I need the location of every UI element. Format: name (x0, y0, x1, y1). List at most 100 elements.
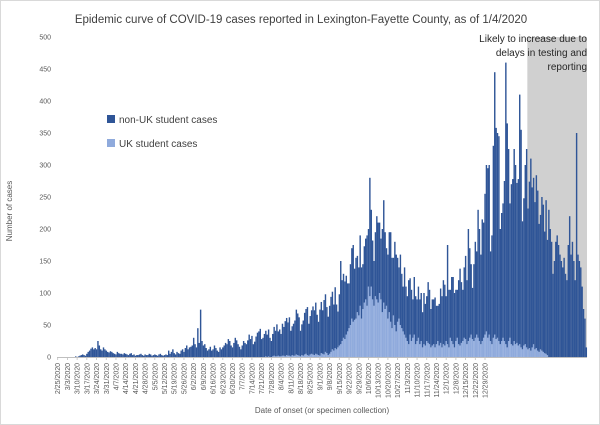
bar-non-uk-student (312, 306, 314, 355)
x-tick-label: 4/14/2020 (123, 363, 130, 394)
bar-non-uk-student (435, 305, 438, 345)
bar-non-uk-student (272, 333, 274, 357)
bar-uk-student (346, 331, 349, 357)
bar-non-uk-student (474, 241, 477, 338)
bar-non-uk-student (288, 317, 291, 356)
bar-non-uk-student (543, 231, 546, 354)
bar-uk-student (389, 321, 392, 357)
bar-non-uk-student (421, 312, 424, 348)
bar-uk-student (274, 356, 277, 357)
bar-non-uk-student (568, 216, 571, 357)
bar-uk-student (381, 312, 384, 357)
bar-uk-student (385, 305, 388, 357)
bar-non-uk-student (77, 356, 80, 357)
bar-non-uk-student (295, 309, 298, 355)
x-tick-label: 9/29/2020 (356, 363, 363, 394)
bar-non-uk-student (127, 355, 130, 357)
bar-uk-student (500, 341, 503, 357)
bar-non-uk-student (147, 355, 149, 357)
annotation-line-3: reporting (548, 62, 587, 73)
bar-uk-student (457, 344, 460, 357)
bar-non-uk-student (213, 345, 216, 357)
bar-non-uk-student (464, 255, 467, 340)
bar-non-uk-student (224, 342, 227, 357)
bar-non-uk-student (331, 291, 334, 350)
bar-uk-student (424, 345, 427, 357)
bar-uk-student (365, 299, 367, 357)
bar-non-uk-student (356, 255, 359, 313)
bar-non-uk-student (510, 184, 513, 345)
bar-non-uk-student (359, 235, 361, 306)
bar-uk-student (427, 342, 429, 357)
bar-non-uk-student (211, 350, 213, 357)
bar-non-uk-student (84, 355, 87, 357)
bar-non-uk-student (449, 289, 452, 338)
bar-non-uk-student (328, 305, 331, 354)
bar-uk-student (534, 349, 536, 357)
bar-non-uk-student (254, 341, 256, 357)
bar-uk-student (480, 344, 482, 357)
legend-swatch-non-uk (107, 115, 115, 123)
bar-non-uk-student (326, 307, 328, 354)
bar-non-uk-student (108, 352, 110, 357)
bar-uk-student (349, 325, 352, 357)
bar-uk-student (435, 344, 438, 357)
bar-non-uk-student (130, 353, 132, 357)
bar-uk-student (521, 349, 524, 357)
bar-non-uk-student (517, 179, 520, 346)
bar-non-uk-student (269, 337, 271, 357)
bar-non-uk-student (539, 214, 542, 350)
bar-non-uk-student (550, 241, 553, 357)
bar-non-uk-student (489, 251, 492, 341)
bar-non-uk-student (516, 182, 518, 343)
bar-non-uk-student (167, 350, 170, 357)
bar-non-uk-student (194, 344, 196, 357)
bar-uk-student (428, 344, 431, 357)
bar-uk-student (371, 299, 374, 357)
bar-non-uk-student (345, 275, 348, 335)
bar-non-uk-student (485, 165, 488, 332)
bar-non-uk-student (235, 340, 238, 357)
bar-non-uk-student (252, 344, 255, 357)
y-tick-label: 500 (39, 35, 51, 42)
bar-uk-student (527, 349, 529, 357)
bar-non-uk-student (319, 309, 321, 356)
bar-non-uk-student (506, 123, 508, 348)
bar-uk-student (301, 355, 303, 357)
bar-uk-student (489, 341, 492, 357)
bar-non-uk-student (577, 254, 579, 357)
bar-non-uk-student (137, 355, 139, 357)
bar-uk-student (303, 354, 306, 357)
bar-non-uk-student (278, 329, 281, 357)
bar-non-uk-student (555, 241, 557, 357)
bar-non-uk-student (276, 324, 278, 357)
bar-non-uk-student (180, 350, 182, 357)
bar-non-uk-student (93, 349, 95, 357)
x-tick-label: 11/24/2020 (434, 363, 441, 398)
bar-non-uk-student (467, 229, 470, 341)
bar-non-uk-student (520, 129, 522, 348)
bar-uk-student (276, 356, 278, 357)
bar-non-uk-student (302, 320, 304, 356)
x-tick-label: 6/16/2020 (211, 363, 218, 394)
bar-uk-student (473, 341, 475, 357)
bar-non-uk-student (535, 175, 538, 349)
bar-uk-student (488, 334, 490, 357)
bar-uk-student (539, 349, 542, 357)
bar-non-uk-student (105, 350, 107, 357)
bar-non-uk-student (340, 261, 342, 345)
bar-uk-student (452, 344, 454, 357)
reporting-delay-annotation: Likely to increase due to delays in test… (479, 34, 587, 73)
bar-non-uk-student (346, 283, 349, 332)
bar-non-uk-student (438, 303, 440, 346)
bar-non-uk-student (373, 261, 375, 306)
bar-non-uk-student (241, 345, 243, 357)
y-tick-label: 400 (39, 99, 51, 106)
bar-uk-student (507, 341, 510, 357)
x-tick-label: 10/27/2020 (395, 363, 402, 398)
bar-non-uk-student (549, 229, 551, 357)
x-tick-label: 12/15/2020 (463, 363, 470, 398)
bar-non-uk-student (432, 299, 435, 345)
